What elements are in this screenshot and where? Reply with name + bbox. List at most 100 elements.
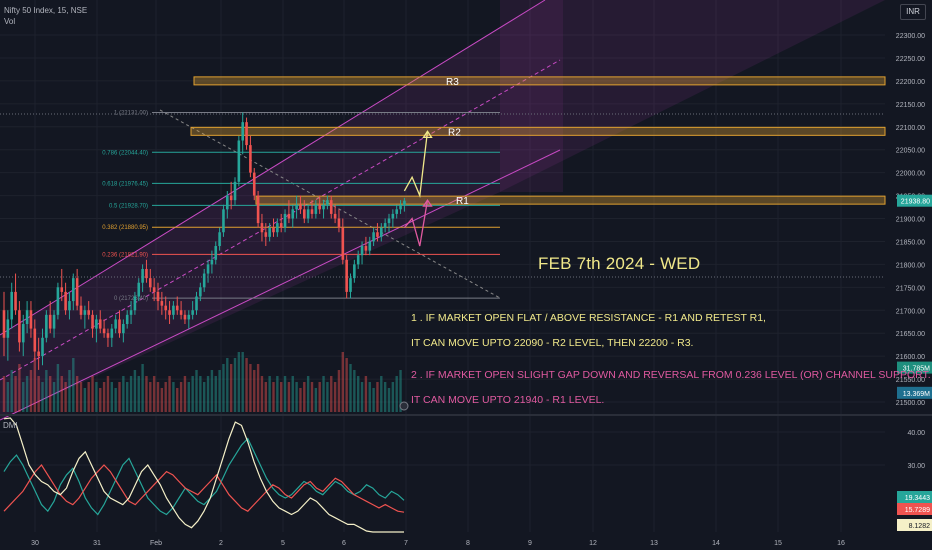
volume-bar	[291, 376, 294, 412]
price-tick-label: 21900.00	[896, 217, 925, 224]
candle-body	[48, 314, 52, 329]
candle-body	[114, 319, 117, 329]
candle-body	[149, 278, 152, 288]
volume-bar	[303, 382, 306, 412]
candle-body	[372, 232, 375, 242]
candle-body	[10, 291, 13, 320]
symbol-header: Nifty 50 Index, 15, NSE Vol	[4, 5, 87, 27]
price-tick-label: 21500.00	[896, 400, 925, 407]
candle-body	[237, 140, 241, 182]
volume-bar	[299, 388, 302, 412]
dmi-value-box	[897, 491, 932, 503]
fib-level-label: 0.236 (21821.90)	[102, 252, 148, 258]
candle-body	[106, 333, 110, 338]
volume-bar	[14, 376, 17, 412]
volume-bar	[314, 388, 318, 412]
candle-body	[87, 310, 90, 315]
candle-body	[299, 204, 302, 210]
scenario-1-arrowhead	[422, 130, 433, 138]
symbol-title[interactable]: Nifty 50 Index, 15, NSE	[4, 6, 88, 15]
candle-body	[168, 310, 171, 315]
candle-body	[264, 232, 268, 237]
price-tick-label: 22300.00	[896, 33, 925, 40]
currency-badge[interactable]: INR	[900, 4, 926, 20]
volume-bar	[87, 382, 90, 412]
price-label-box	[897, 386, 932, 399]
volume-bar	[322, 376, 325, 412]
time-tick-label: Feb	[150, 540, 162, 547]
candle-body	[98, 319, 102, 329]
candle-body	[133, 296, 137, 311]
dmi-value-box	[897, 503, 932, 515]
volume-bar	[18, 364, 21, 412]
candle-body	[349, 278, 352, 292]
candle-body	[45, 314, 48, 338]
replay-icon	[399, 401, 409, 411]
volume-bar	[283, 376, 287, 412]
volume-bar	[118, 382, 121, 412]
volume-bar	[280, 382, 283, 412]
resistance-band	[190, 126, 886, 136]
candle-body	[129, 310, 133, 315]
volume-bar	[25, 376, 29, 412]
volume-bar	[391, 382, 395, 412]
candle-body	[326, 200, 329, 205]
candle-body	[391, 213, 395, 219]
volume-bar	[222, 364, 225, 412]
volume-bar	[60, 376, 63, 412]
dmi-value-box	[897, 519, 932, 531]
volume-bar	[176, 388, 179, 412]
volume-bar	[79, 382, 83, 412]
volume-bar	[156, 382, 160, 412]
volume-bar	[233, 358, 237, 412]
candle-body	[102, 328, 106, 334]
candle-body	[241, 122, 244, 141]
price-tick-label: 21650.00	[896, 331, 925, 338]
volume-bar	[245, 358, 248, 412]
dmi-value-label: 15.7289	[905, 507, 930, 514]
price-label: 13.369M	[903, 391, 930, 398]
candle-body	[25, 310, 29, 325]
volume-bar	[41, 382, 44, 412]
volume-bar	[260, 376, 264, 412]
volume-bar	[56, 364, 60, 412]
dmi-value-label: 8.1282	[909, 523, 931, 530]
time-tick-label: 15	[774, 540, 782, 547]
volume-bar	[287, 382, 291, 412]
time-tick-label: 31	[93, 540, 101, 547]
scenario-1-path	[403, 131, 429, 199]
volume-bar	[106, 376, 110, 412]
fib-level-label: 0.382 (21880.95)	[102, 225, 148, 231]
candle-body	[137, 282, 141, 297]
candle-body	[56, 287, 60, 315]
volume-bar	[52, 382, 56, 412]
time-tick-label: 12	[589, 540, 597, 547]
candle-body	[356, 255, 360, 265]
volume-bar	[368, 382, 371, 412]
volume-bar	[29, 370, 33, 412]
fib-level-label: 0 (21726.40)	[114, 296, 148, 302]
volume-bar	[264, 382, 267, 412]
volume-bar	[75, 376, 79, 412]
candle-body	[141, 268, 144, 283]
candle-body	[164, 305, 167, 311]
volume-bar	[241, 352, 244, 412]
dmi-series-line	[3, 464, 405, 513]
time-tick-label: 7	[404, 540, 408, 547]
volume-bar	[22, 382, 25, 412]
price-tick-label: 21700.00	[896, 308, 925, 315]
volume-bar	[49, 376, 52, 412]
volume-bar	[168, 376, 171, 412]
candle-body	[191, 310, 194, 315]
candle-body	[322, 204, 325, 210]
fib-level-label: 0.786 (22044.40)	[102, 150, 148, 156]
candle-body	[206, 264, 210, 274]
volume-bar	[337, 370, 341, 412]
volume-bar	[218, 370, 221, 412]
volume-bar	[95, 382, 98, 412]
volume-bar	[122, 376, 125, 412]
channel-upper-line	[0, 0, 546, 336]
volume-bar	[249, 364, 252, 412]
volume-bar	[353, 370, 356, 412]
